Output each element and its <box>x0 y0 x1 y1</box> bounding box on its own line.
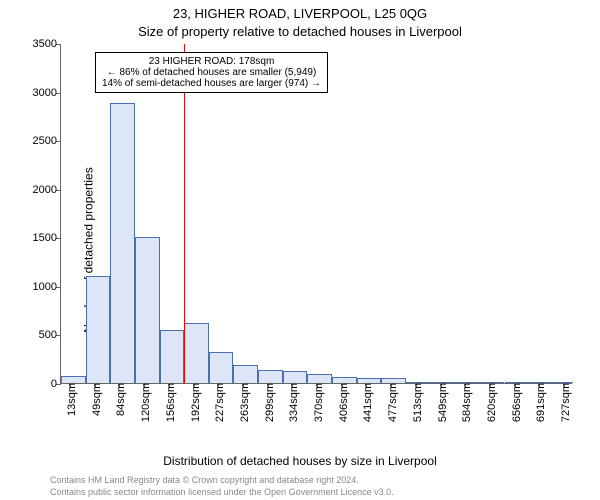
histogram-bar <box>86 276 110 383</box>
histogram-bar <box>160 330 184 383</box>
xtick-label: 49sqm <box>87 383 103 416</box>
footer-line2: Contains public sector information licen… <box>50 487 394 497</box>
xtick-label: 441sqm <box>358 383 374 422</box>
xtick-label: 370sqm <box>309 383 325 422</box>
chart-container: 23, HIGHER ROAD, LIVERPOOL, L25 0QG Size… <box>0 0 600 500</box>
ytick-label: 2500 <box>33 135 61 147</box>
histogram-bar <box>110 103 135 383</box>
xtick-label: 334sqm <box>284 383 300 422</box>
xtick-label: 227sqm <box>210 383 226 422</box>
ytick-label: 1500 <box>33 232 61 244</box>
xtick-label: 513sqm <box>408 383 424 422</box>
plot-area: 050010001500200025003000350013sqm49sqm84… <box>60 44 572 384</box>
histogram-bar <box>529 382 554 383</box>
xtick-label: 156sqm <box>161 383 177 422</box>
histogram-bar <box>135 237 160 383</box>
histogram-bar <box>258 370 283 383</box>
title-line2: Size of property relative to detached ho… <box>0 24 600 39</box>
xtick-label: 477sqm <box>383 383 399 422</box>
xtick-label: 192sqm <box>186 383 202 422</box>
histogram-bar <box>184 323 209 383</box>
histogram-bar <box>430 382 455 383</box>
histogram-bar <box>233 365 258 383</box>
xtick-label: 299sqm <box>260 383 276 422</box>
annotation-line3: 14% of semi-detached houses are larger (… <box>102 78 321 89</box>
ytick-label: 500 <box>39 329 61 341</box>
annotation-line2: ← 86% of detached houses are smaller (5,… <box>102 67 321 78</box>
histogram-bar <box>209 352 233 383</box>
xtick-label: 727sqm <box>556 383 572 422</box>
histogram-bar <box>283 371 307 383</box>
ytick-label: 3500 <box>33 38 61 50</box>
xtick-label: 620sqm <box>482 383 498 422</box>
histogram-bar <box>480 382 504 383</box>
histogram-bar <box>357 378 381 383</box>
ytick-label: 0 <box>51 378 61 390</box>
x-axis-label: Distribution of detached houses by size … <box>0 454 600 468</box>
footer-line1: Contains HM Land Registry data © Crown c… <box>50 475 359 485</box>
xtick-label: 656sqm <box>507 383 523 422</box>
reference-line <box>184 44 185 383</box>
histogram-bar <box>554 382 573 383</box>
histogram-bar <box>505 382 530 383</box>
xtick-label: 120sqm <box>136 383 152 422</box>
histogram-bar <box>381 378 406 383</box>
histogram-bar <box>332 377 357 383</box>
xtick-label: 13sqm <box>62 383 78 416</box>
annotation-box: 23 HIGHER ROAD: 178sqm← 86% of detached … <box>95 52 328 93</box>
histogram-bar <box>455 382 480 383</box>
xtick-label: 263sqm <box>235 383 251 422</box>
ytick-label: 1000 <box>33 281 61 293</box>
xtick-label: 406sqm <box>334 383 350 422</box>
xtick-label: 691sqm <box>531 383 547 422</box>
annotation-line1: 23 HIGHER ROAD: 178sqm <box>102 56 321 67</box>
xtick-label: 584sqm <box>457 383 473 422</box>
ytick-label: 3000 <box>33 87 61 99</box>
ytick-label: 2000 <box>33 184 61 196</box>
histogram-bar <box>61 376 86 383</box>
xtick-label: 549sqm <box>433 383 449 422</box>
xtick-label: 84sqm <box>111 383 127 416</box>
histogram-bar <box>307 374 332 383</box>
histogram-bar <box>406 382 430 383</box>
title-line1: 23, HIGHER ROAD, LIVERPOOL, L25 0QG <box>0 6 600 21</box>
